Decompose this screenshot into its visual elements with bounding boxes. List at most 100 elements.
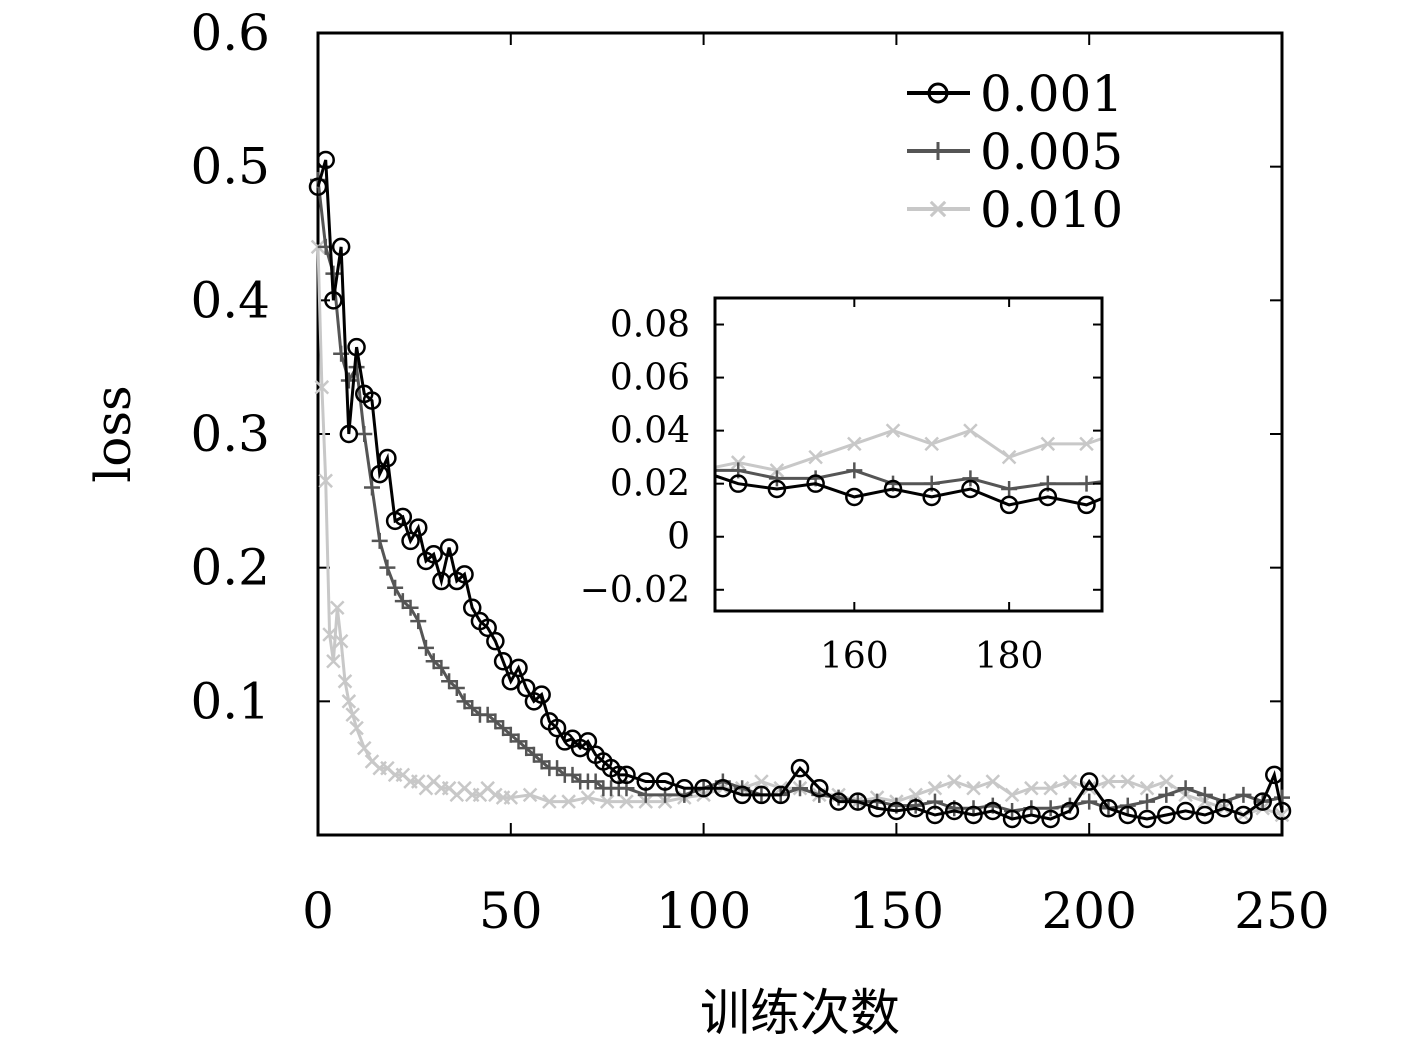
data-point — [1274, 807, 1290, 823]
data-point — [768, 470, 785, 487]
data-point — [456, 693, 473, 710]
main-series-group — [308, 150, 1292, 829]
data-point — [308, 177, 328, 196]
data-point — [885, 423, 901, 438]
data-point — [1042, 800, 1059, 817]
data-point — [675, 778, 694, 798]
data-point — [547, 718, 567, 738]
data-point — [425, 653, 442, 670]
data-point — [1157, 805, 1176, 825]
data-point — [324, 291, 343, 310]
data-point — [1234, 805, 1253, 825]
legend-item-0.010: 0.010 — [907, 181, 1123, 239]
inset-series-line — [715, 474, 1102, 507]
data-point — [999, 495, 1019, 515]
data-point — [829, 792, 848, 811]
data-point — [1235, 786, 1252, 803]
data-point — [555, 732, 575, 751]
data-point — [636, 772, 656, 791]
x-tick-label: 0 — [302, 882, 334, 940]
data-point — [525, 746, 542, 763]
data-point — [326, 653, 341, 669]
data-point — [509, 658, 528, 678]
y-tick-label: 0.3 — [190, 405, 270, 463]
y-tick-label: 0.6 — [190, 4, 270, 62]
data-point — [488, 787, 503, 803]
data-point — [867, 799, 887, 818]
inset-series-0.005 — [715, 462, 1102, 497]
data-point — [462, 598, 482, 618]
data-point — [1040, 436, 1056, 452]
data-point — [1139, 793, 1156, 810]
inset-x-tick-label: 180 — [975, 636, 1044, 677]
data-point — [1099, 799, 1118, 818]
data-point — [619, 794, 634, 809]
y-tick-label: 0.5 — [190, 138, 270, 196]
data-point — [502, 726, 519, 743]
data-point — [983, 801, 1003, 821]
data-point — [846, 462, 863, 479]
data-point — [806, 474, 825, 493]
data-point — [964, 805, 983, 825]
data-point — [1043, 780, 1058, 796]
data-point — [792, 780, 808, 797]
data-point — [599, 794, 615, 809]
data-point — [439, 538, 459, 557]
data-point — [587, 773, 604, 790]
data-point — [927, 780, 943, 796]
data-point — [1120, 774, 1136, 789]
x-tick-label: 150 — [849, 882, 944, 940]
data-point — [944, 801, 964, 821]
inset-axis-ticks: 160 180 −0.02 0 0.02 0.04 0.06 0.08 — [580, 298, 1102, 677]
data-point — [424, 545, 443, 564]
data-point — [549, 760, 566, 777]
data-point — [808, 449, 823, 465]
data-point — [1139, 780, 1155, 796]
data-point — [561, 794, 576, 809]
legend-label: 0.005 — [980, 123, 1123, 181]
inset-y-tick-label: 0 — [667, 517, 690, 558]
data-point — [516, 678, 536, 698]
data-point — [1176, 801, 1195, 821]
y-tick-label: 0.1 — [190, 672, 270, 730]
data-point — [1024, 780, 1039, 796]
inset-frame — [713, 296, 1104, 613]
data-point — [433, 659, 450, 676]
data-point — [322, 627, 337, 642]
data-point — [927, 82, 949, 104]
data-point — [1004, 787, 1020, 803]
y-tick-label: 0.2 — [190, 539, 270, 597]
data-point — [333, 633, 349, 649]
data-point — [754, 774, 769, 789]
data-point — [486, 631, 505, 651]
data-point — [370, 464, 389, 484]
data-point — [1079, 436, 1094, 452]
data-point — [922, 487, 941, 507]
data-point — [314, 379, 330, 395]
data-point — [1159, 774, 1174, 789]
data-point — [341, 694, 357, 709]
legend-label: 0.010 — [980, 181, 1123, 239]
data-point — [1177, 780, 1194, 797]
data-point — [337, 673, 353, 689]
data-point — [371, 532, 388, 549]
data-point — [1001, 480, 1018, 497]
data-point — [1062, 774, 1078, 789]
data-point — [1022, 805, 1041, 825]
data-point — [522, 787, 538, 803]
data-point — [379, 559, 396, 576]
inset-y-tick-label: −0.02 — [580, 570, 690, 611]
data-point — [345, 707, 360, 722]
data-point — [908, 787, 923, 803]
y-axis-label: loss — [84, 385, 142, 482]
y-tick-label: 0.4 — [190, 271, 270, 329]
data-point — [985, 774, 1001, 789]
data-point — [810, 778, 829, 798]
legend-item-0.001: 0.001 — [907, 65, 1123, 123]
data-point — [441, 673, 458, 690]
data-point — [479, 706, 496, 723]
data-point — [1081, 793, 1098, 810]
data-point — [752, 785, 771, 805]
data-point — [728, 474, 748, 493]
